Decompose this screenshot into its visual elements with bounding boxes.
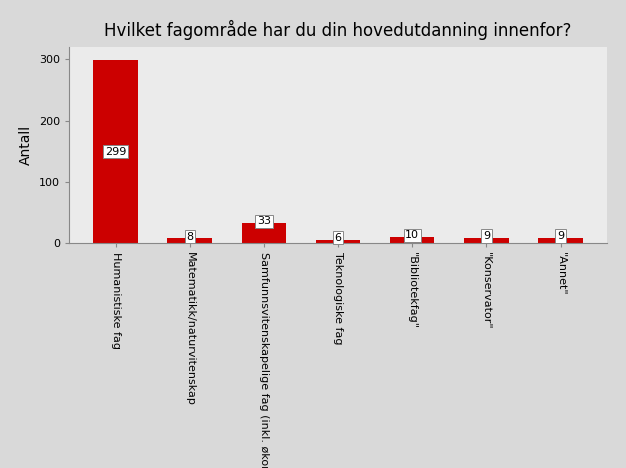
Text: 8: 8 bbox=[186, 232, 193, 241]
Text: 9: 9 bbox=[483, 231, 490, 241]
Bar bbox=[316, 240, 361, 243]
Bar bbox=[464, 238, 508, 243]
Bar bbox=[168, 239, 212, 243]
Bar bbox=[390, 237, 434, 243]
Text: 6: 6 bbox=[334, 233, 342, 243]
Text: 9: 9 bbox=[557, 231, 564, 241]
Title: Hvilket fagområde har du din hovedutdanning innenfor?: Hvilket fagområde har du din hovedutdann… bbox=[105, 20, 572, 40]
Y-axis label: Antall: Antall bbox=[19, 125, 33, 165]
Text: 10: 10 bbox=[405, 230, 419, 241]
Bar bbox=[93, 60, 138, 243]
Bar bbox=[538, 238, 583, 243]
Text: 299: 299 bbox=[105, 146, 126, 156]
Bar bbox=[242, 223, 286, 243]
Text: 33: 33 bbox=[257, 216, 271, 226]
